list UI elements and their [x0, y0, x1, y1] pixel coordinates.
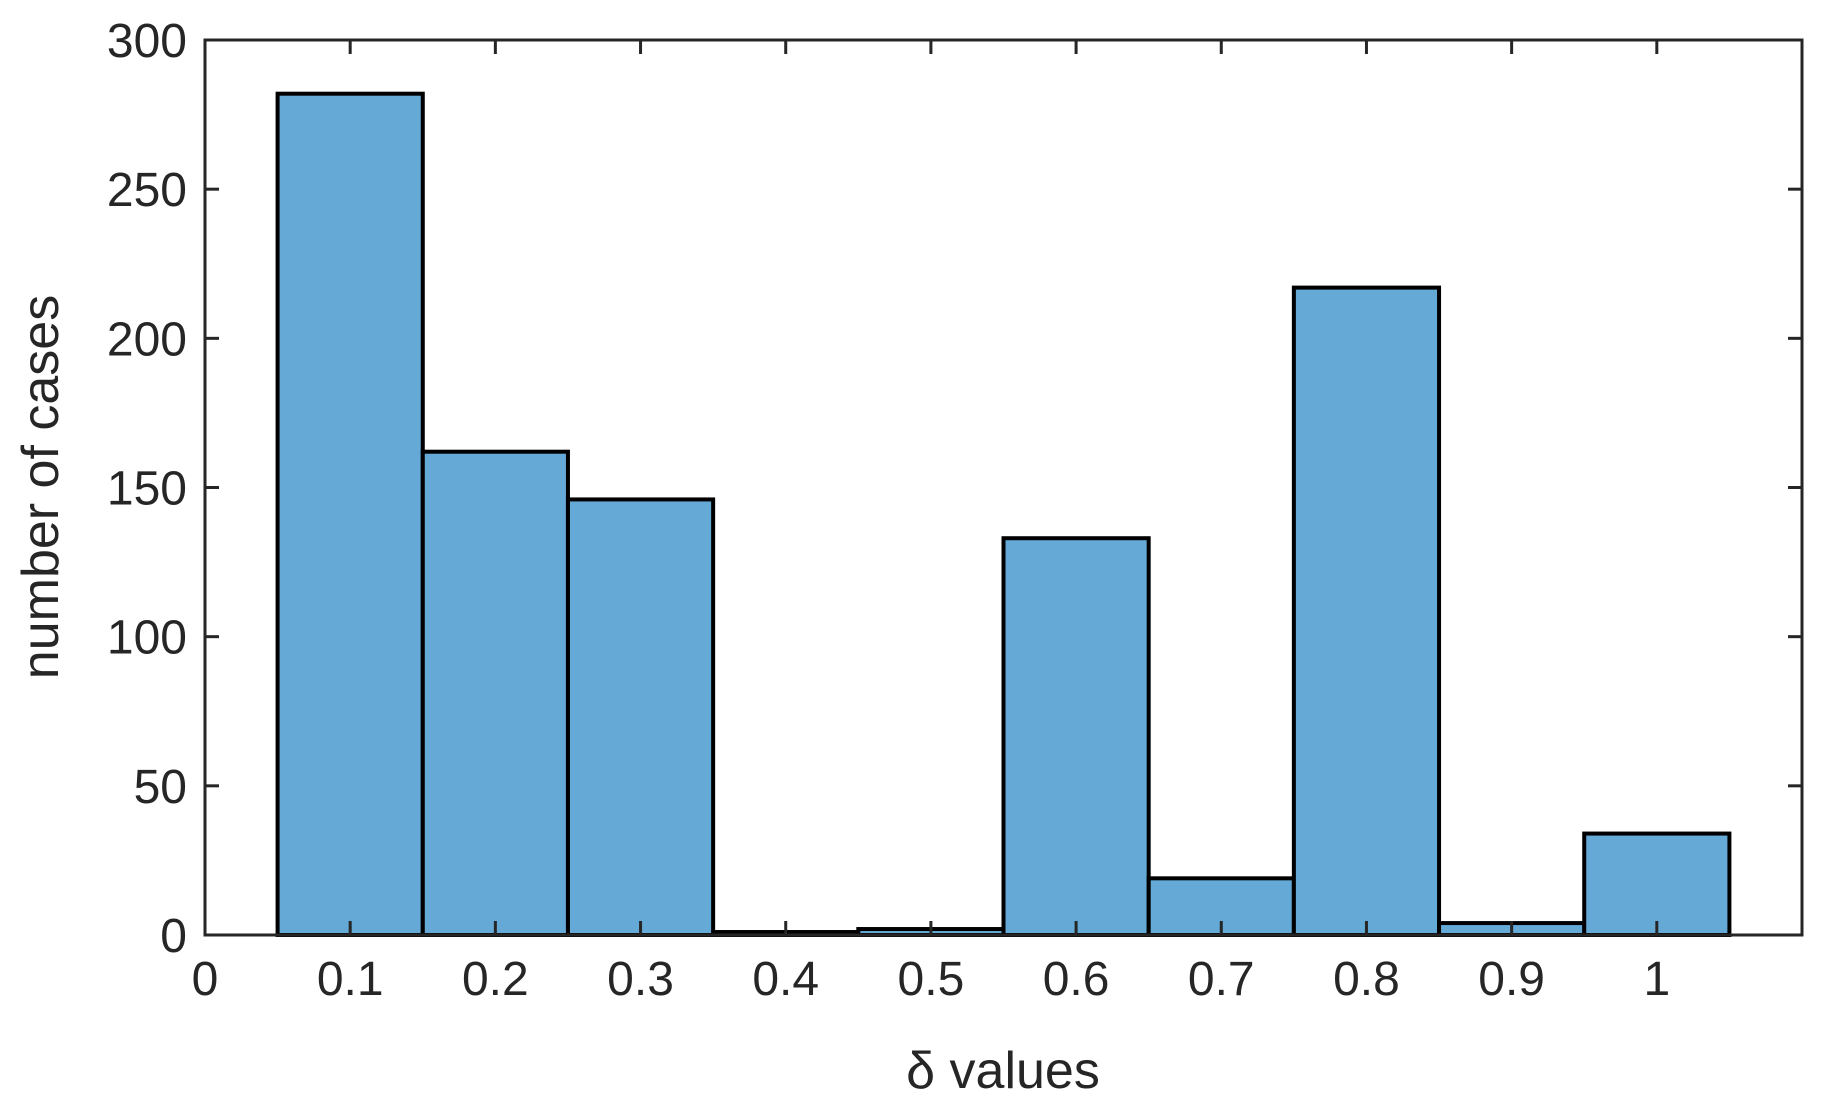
x-tick-label: 0.6 — [1043, 953, 1110, 1006]
y-tick-label: 150 — [107, 463, 187, 516]
x-tick-label: 0.3 — [607, 953, 674, 1006]
y-tick-label: 300 — [107, 15, 187, 68]
y-tick-label: 250 — [107, 164, 187, 217]
x-tick-label: 0.1 — [317, 953, 384, 1006]
bar-0.6 — [1001, 536, 1151, 937]
bar-0.1 — [275, 91, 425, 937]
bar-0.8 — [1291, 285, 1442, 938]
ticks-group — [203, 38, 1802, 937]
x-tick-label: 0.2 — [462, 953, 529, 1006]
bar-0.3 — [565, 497, 716, 937]
x-tick-label: 0.8 — [1333, 953, 1400, 1006]
tick-labels-group: 0 0.1 0.2 0.3 0.4 0.5 0.6 0.7 0.8 0.9 1 0 50 100 150 20… — [107, 15, 1670, 1006]
y-tick-label: 100 — [107, 612, 187, 665]
x-tick-label: 0.7 — [1188, 953, 1255, 1006]
x-axis-label: δ values — [906, 1042, 1100, 1100]
x-tick-label: 1 — [1643, 953, 1670, 1006]
bar-1 — [1582, 831, 1732, 937]
bars-group — [275, 91, 1732, 938]
y-tick-label: 0 — [160, 910, 187, 963]
bar-0.2 — [420, 449, 570, 937]
x-tick-label: 0.4 — [752, 953, 819, 1006]
y-axis-label: number of cases — [12, 295, 70, 679]
x-tick-label: 0 — [192, 953, 219, 1006]
y-tick-label: 50 — [134, 761, 187, 814]
x-tick-label: 0.5 — [898, 953, 965, 1006]
y-tick-label: 200 — [107, 313, 187, 366]
x-tick-label: 0.9 — [1478, 953, 1545, 1006]
